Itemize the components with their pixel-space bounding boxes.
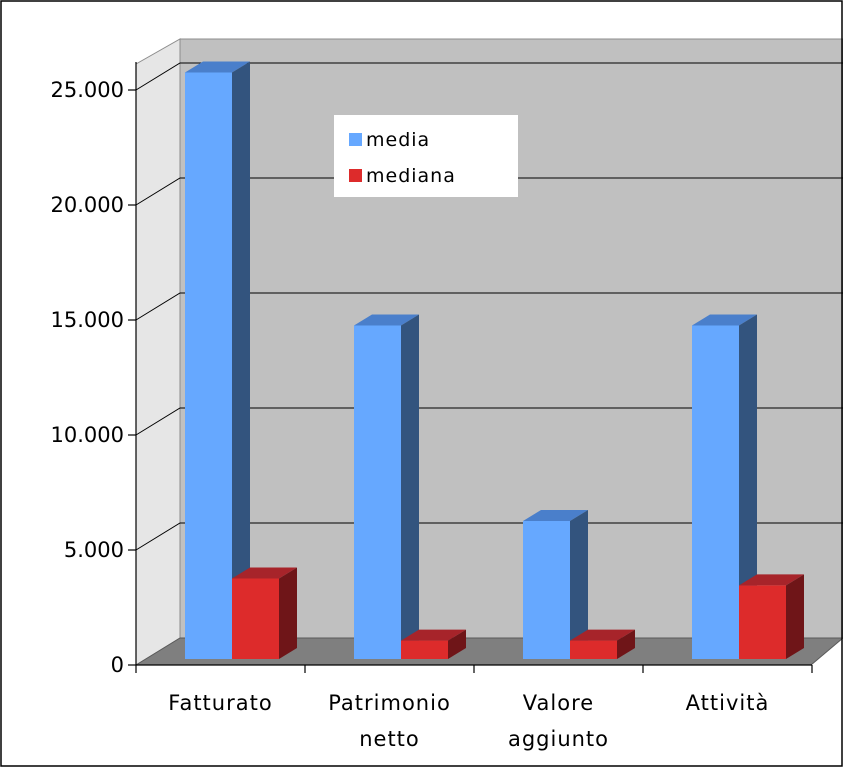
bar-side <box>448 629 466 659</box>
gridline <box>135 407 843 436</box>
legend: media mediana <box>334 115 518 197</box>
bar-top <box>401 629 466 641</box>
y-tick-label: 15.000 <box>51 308 124 332</box>
bar-front <box>570 640 617 659</box>
bar-side <box>617 629 635 659</box>
gridline <box>135 62 843 91</box>
bar-top <box>523 510 588 521</box>
gridline <box>135 177 843 206</box>
bar-top <box>354 314 419 326</box>
bar-mediana <box>401 629 466 659</box>
axes: 0 5.000 10.000 15.000 20.000 25.000 Fatturato P… <box>51 62 813 751</box>
bar-front <box>185 72 232 659</box>
bar-side <box>786 574 804 659</box>
bar-media <box>523 510 588 659</box>
bar-front <box>401 640 448 659</box>
bar-top <box>739 574 804 586</box>
bar-top <box>570 629 635 641</box>
gridlines <box>135 62 843 551</box>
bar-front <box>354 325 401 659</box>
gridline <box>135 522 843 551</box>
y-tick-label: 20.000 <box>51 193 124 217</box>
legend-label: media <box>366 129 430 151</box>
bar-mediana <box>570 629 635 659</box>
legend-label: mediana <box>366 165 456 187</box>
y-tick-label: 25.000 <box>51 78 124 102</box>
y-tick-label: 0 <box>111 653 124 677</box>
x-tick-label: netto <box>359 727 420 751</box>
bar-top <box>692 314 757 326</box>
bar-front <box>692 325 739 659</box>
y-tick-label: 5.000 <box>64 538 124 562</box>
bar-media <box>185 61 250 659</box>
bar-top <box>185 61 250 73</box>
bar-side <box>570 510 588 659</box>
bar-mediana <box>739 574 804 659</box>
x-tick-label: Fatturato <box>168 691 272 715</box>
bar-side <box>401 314 419 659</box>
bar-side <box>232 61 250 659</box>
bar-side <box>739 314 757 659</box>
x-tick-label: Attività <box>686 691 770 715</box>
gridline <box>135 292 843 321</box>
bar-mediana <box>232 567 297 659</box>
bars <box>185 61 804 659</box>
bar-front <box>739 585 786 659</box>
bar-media <box>354 314 419 659</box>
bar-top <box>232 567 297 579</box>
x-tick-label: Valore <box>523 691 594 715</box>
legend-swatch <box>349 169 362 182</box>
side-wall <box>135 38 181 666</box>
bar-front <box>523 521 570 659</box>
bar-media <box>692 314 757 659</box>
y-tick-label: 10.000 <box>51 423 124 447</box>
legend-box <box>334 115 518 197</box>
bar-front <box>232 578 279 659</box>
x-tick-label: aggiunto <box>508 727 609 751</box>
x-tick-label: Patrimonio <box>328 691 451 715</box>
bar-side <box>279 567 297 659</box>
legend-swatch <box>349 133 362 146</box>
